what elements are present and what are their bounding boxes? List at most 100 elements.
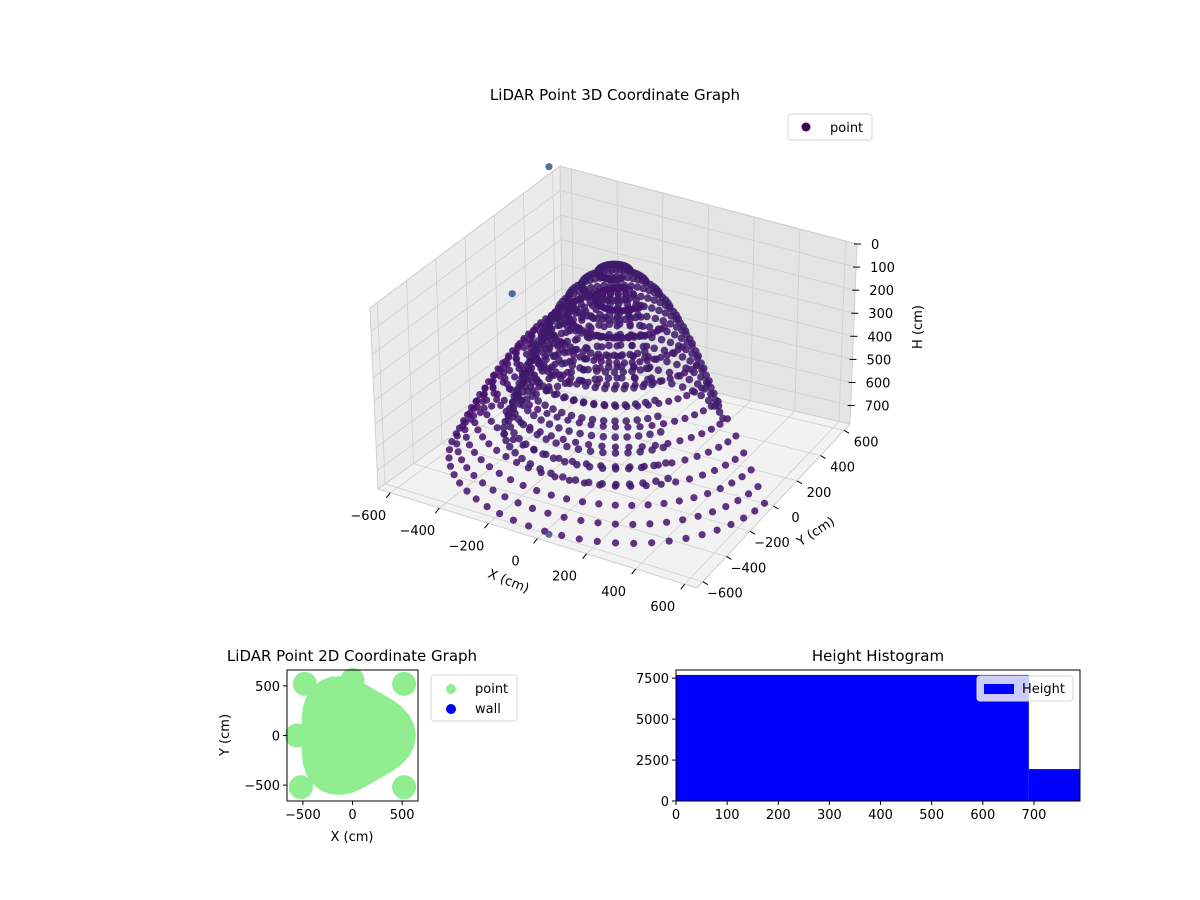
data-point <box>455 424 464 432</box>
data-point <box>634 432 643 440</box>
data-point <box>641 348 649 356</box>
data-point <box>641 398 650 407</box>
data-point <box>611 417 619 426</box>
data-point <box>716 485 724 493</box>
data-point <box>698 531 706 539</box>
data-point <box>624 333 632 342</box>
data-point <box>588 301 597 310</box>
data-point <box>534 397 542 405</box>
legend-marker-point <box>801 122 811 132</box>
data-point <box>453 440 461 448</box>
data-point <box>636 423 644 431</box>
data-point <box>577 516 585 525</box>
data-point <box>461 418 469 426</box>
data-point <box>585 322 593 331</box>
y-tick-label: 500 <box>255 680 280 695</box>
data-point <box>598 464 607 473</box>
data-point <box>646 520 654 528</box>
data-point <box>603 333 611 342</box>
data-point <box>493 395 501 404</box>
data-point <box>751 507 759 515</box>
gridline-z <box>376 336 851 471</box>
gridline-x <box>586 216 755 554</box>
gridline-z <box>372 239 855 378</box>
data-point <box>599 432 608 441</box>
data-point <box>514 415 523 423</box>
data-point <box>485 440 493 448</box>
data-point <box>617 274 626 283</box>
data-point <box>628 501 636 510</box>
data-point <box>598 442 606 450</box>
data-point <box>485 463 494 471</box>
hist-bar <box>1028 769 1080 801</box>
data-point <box>574 445 583 454</box>
data-point <box>544 509 552 517</box>
data-point <box>480 404 488 412</box>
data-point <box>632 301 640 309</box>
z-tick-label: 500 <box>867 353 892 368</box>
chart3d-x-label: X (cm) <box>486 567 531 597</box>
data-point <box>686 357 694 365</box>
data-point <box>392 671 417 696</box>
data-point <box>555 424 563 432</box>
x-tick-label: 200 <box>552 570 577 585</box>
x-tick-mark <box>582 553 587 560</box>
chart3d-x-ticks: −600 −400 −200 0 200 400 600 <box>350 492 686 615</box>
data-point <box>547 491 555 499</box>
data-point <box>612 480 620 489</box>
data-point <box>673 360 681 369</box>
chart3d-z-ticks: 0 100 200 300 400 500 600 700 <box>847 238 895 415</box>
data-point <box>698 366 706 375</box>
hist-title: Height Histogram <box>812 647 944 665</box>
data-point <box>600 281 608 290</box>
chart2d-plot <box>284 667 417 800</box>
data-point <box>701 385 709 393</box>
data-point <box>633 416 641 424</box>
x-tick-label: 0 <box>672 808 680 823</box>
data-point <box>674 395 682 403</box>
data-point <box>682 345 690 354</box>
data-point <box>470 404 478 412</box>
data-point <box>549 454 558 463</box>
hist-bar <box>676 674 1029 801</box>
chart3d-legend: point <box>787 113 873 141</box>
x-tick-label: 400 <box>601 585 626 600</box>
data-point <box>639 382 647 391</box>
data-point <box>530 445 538 454</box>
legend-label-wall: wall <box>475 702 501 717</box>
data-point <box>497 401 505 410</box>
data-point <box>479 397 487 405</box>
y-tick-label: 400 <box>830 461 855 476</box>
data-point <box>463 464 471 472</box>
data-point <box>542 435 550 444</box>
data-point <box>738 473 746 481</box>
data-point <box>633 283 642 291</box>
data-point <box>593 342 602 351</box>
chart3d-y-label: Y (cm) <box>794 514 838 550</box>
y-tick-label: 0 <box>791 511 799 526</box>
data-point <box>534 405 542 413</box>
data-point <box>604 374 613 383</box>
data-point <box>470 448 479 456</box>
data-point <box>682 534 690 543</box>
data-point <box>585 463 594 471</box>
data-point <box>648 380 656 389</box>
data-point <box>666 338 675 347</box>
y-tick-label: 600 <box>854 435 879 450</box>
data-point <box>500 396 508 404</box>
data-point <box>292 671 317 696</box>
data-point <box>525 426 534 434</box>
data-point <box>640 302 648 311</box>
data-point <box>628 367 636 376</box>
data-point <box>648 333 656 342</box>
data-point <box>618 351 626 359</box>
data-point <box>462 433 470 441</box>
data-point <box>588 415 597 424</box>
data-point <box>682 364 690 373</box>
y-tick-mark <box>820 455 826 459</box>
data-point <box>573 380 581 388</box>
data-point <box>610 351 618 360</box>
data-point <box>545 420 554 429</box>
y-tick-label: 200 <box>807 486 832 501</box>
x-tick-mark <box>385 492 391 499</box>
